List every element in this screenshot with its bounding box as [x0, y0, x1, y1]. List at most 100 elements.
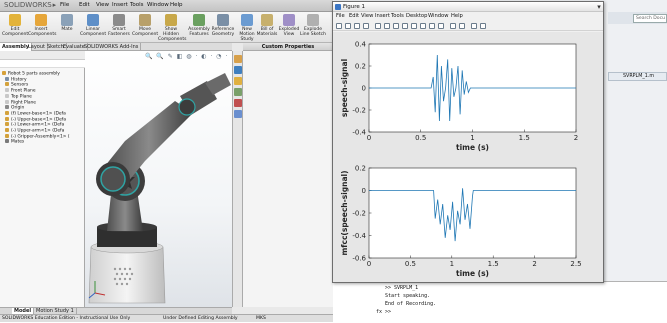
tab-assembly[interactable]: Assembly	[0, 43, 32, 51]
custom-properties-icon[interactable]	[234, 110, 242, 118]
tree-item[interactable]: (-) Gripper-Assembly<1> (	[5, 133, 70, 140]
hide-plot-tools-icon[interactable]	[471, 23, 477, 29]
new-figure-icon[interactable]	[336, 23, 342, 29]
command-window[interactable]: >> SVRPLM_1 Start speaking. End of Recor…	[333, 281, 667, 322]
menu-item-view[interactable]: View	[96, 2, 110, 8]
rotate-icon[interactable]	[411, 23, 417, 29]
part-icon	[5, 133, 9, 138]
robot-arm-model[interactable]	[85, 51, 232, 307]
documentation-search-input[interactable]: Search Docu	[633, 14, 667, 23]
command-manager-ribbon: Edit Component Insert Components Mate Linea…	[0, 12, 333, 43]
status-units[interactable]: MKS	[256, 316, 266, 321]
command-prompt[interactable]: fx >>	[376, 309, 392, 315]
close-icon[interactable]: ▾	[597, 3, 601, 11]
tab-layout[interactable]: Layout	[26, 43, 48, 51]
editor-file-tab[interactable]: SVRPLM_1.m	[608, 72, 667, 81]
ribbon-button[interactable]: Edit Component	[2, 14, 28, 42]
figure-menu-help[interactable]: Help	[451, 13, 463, 19]
linear-pattern-icon	[87, 14, 99, 26]
zoom-out-icon[interactable]	[393, 23, 399, 29]
resources-icon[interactable]	[234, 55, 242, 63]
pan-icon[interactable]	[402, 23, 408, 29]
insert-colorbar-icon[interactable]	[450, 23, 456, 29]
menu-item-insert[interactable]: Insert	[112, 2, 128, 8]
tab-motion-study-1[interactable]: Motion Study 1	[34, 308, 77, 315]
ribbon-button[interactable]: Move Component	[132, 14, 158, 42]
figure-menu-file[interactable]: File	[336, 13, 345, 19]
zoom-in-icon[interactable]	[384, 23, 390, 29]
link-plot-icon[interactable]	[438, 23, 444, 29]
ribbon-button-label: Edit Component	[2, 27, 29, 37]
tree-item[interactable]: Origin	[5, 105, 24, 111]
design-library-icon[interactable]	[234, 66, 242, 74]
y-axis-label: mfcc(speech-signal)	[340, 170, 349, 255]
tree-item[interactable]: Top Plane	[5, 93, 32, 100]
file-explorer-icon[interactable]	[234, 77, 242, 85]
brush-icon[interactable]	[429, 23, 435, 29]
open-file-icon[interactable]	[345, 23, 351, 29]
show-plot-tools-icon[interactable]	[480, 23, 486, 29]
ribbon-button[interactable]: Bill of Materials	[254, 14, 280, 42]
menu-item-edit[interactable]: Edit	[79, 2, 90, 8]
data-cursor-icon[interactable]	[420, 23, 426, 29]
smart-fasteners-icon	[113, 14, 125, 26]
graphics-viewport[interactable]: 🔍 🔍 ✎ ◧ ◍ · ◐ · ◔ ·	[85, 51, 232, 307]
figure-menu-window[interactable]: Window	[428, 13, 449, 19]
ribbon-button-label: Move Component	[132, 27, 159, 37]
part-icon	[5, 116, 9, 121]
tree-item[interactable]: (-) Upper-arm<1> (Defa	[5, 128, 64, 134]
ribbon-button[interactable]: Reference Geometry	[210, 14, 236, 42]
tree-item[interactable]: History	[5, 76, 27, 83]
tab-solidworks-add-ins[interactable]: SOLIDWORKS Add-Ins	[82, 43, 142, 51]
ribbon-button[interactable]: Smart Fasteners	[106, 14, 132, 42]
insert-legend-icon[interactable]	[459, 23, 465, 29]
solidworks-window: SOLIDWORKS▸ File Edit View Insert Tools Windo…	[0, 0, 333, 322]
tree-item[interactable]: (-) Upper-base<1> (Defa	[5, 116, 66, 123]
chart-2: 0 0.5 1 1.5 2 2.5 -0.6 -0.4 -0.2 0 0.2 time (s) mfcc…	[340, 164, 582, 278]
ribbon-button[interactable]: Linear Component	[80, 14, 106, 42]
menu-item-help[interactable]: Help	[170, 2, 183, 8]
ribbon-button[interactable]: Insert Components	[28, 14, 56, 42]
x-tick-label: 1.5	[519, 134, 530, 142]
ribbon-button[interactable]: Explode Line Sketch	[300, 14, 326, 42]
tree-item-label: Robot 5 parts assembly	[8, 71, 60, 77]
tab-model[interactable]: Model	[12, 308, 35, 315]
tree-item[interactable]: Sensors	[5, 82, 28, 88]
view-palette-icon[interactable]	[234, 88, 242, 96]
tab-evaluate[interactable]: Evaluate	[61, 43, 88, 51]
figure-menu-desktop[interactable]: Desktop	[406, 13, 428, 19]
figure-menu-view[interactable]: View	[361, 13, 374, 19]
menu-item-tools[interactable]: Tools	[130, 2, 144, 8]
tree-filter-input[interactable]	[0, 60, 85, 68]
tree-item[interactable]: Robot 5 parts assembly	[2, 71, 60, 77]
tab-sketch[interactable]: Sketch	[45, 43, 67, 51]
appearances-icon[interactable]	[234, 99, 242, 107]
menu-item-file[interactable]: File	[60, 2, 70, 8]
tree-item[interactable]: (-) Lower-arm<1> (Defa	[5, 122, 64, 128]
ribbon-button[interactable]: New Motion Study	[234, 14, 260, 42]
ribbon-button[interactable]: Exploded View	[276, 14, 302, 42]
ribbon-button[interactable]: Assembly Features	[186, 14, 212, 42]
tree-item[interactable]: Mates	[5, 139, 24, 145]
x-axis-label: time (s)	[456, 143, 489, 152]
sensors-icon	[5, 82, 9, 87]
figure-menu-edit[interactable]: Edit	[349, 13, 360, 19]
heads-up-view-toolbar[interactable]: 🔍 🔍 ✎ ◧ ◍ · ◐ · ◔ ·	[145, 53, 229, 60]
ribbon-button[interactable]: Show Hidden Components	[158, 14, 186, 42]
menu-item-window[interactable]: Window	[147, 2, 169, 8]
figure-menu-insert[interactable]: Insert	[375, 13, 390, 19]
tree-item[interactable]: (f) Lower-base<1> (Defa	[5, 110, 66, 117]
edit-plot-icon[interactable]	[375, 23, 381, 29]
print-icon[interactable]	[363, 23, 369, 29]
x-tick-label: 0.5	[405, 260, 416, 268]
plot-area[interactable]: 0 0.5 1 1.5 2 -0.4 -0.2 0 0.2 0.4 time (s) speech-s…	[333, 32, 603, 282]
status-mode: Editing Assembly	[198, 316, 238, 321]
y-tick-label: -0.6	[352, 254, 366, 262]
tree-item[interactable]: Right Plane	[5, 99, 36, 106]
save-icon[interactable]	[354, 23, 360, 29]
figure-menu-tools[interactable]: Tools	[391, 13, 404, 19]
ribbon-button[interactable]: Mate	[54, 14, 80, 42]
solidworks-logo[interactable]: SOLIDWORKS▸	[3, 1, 56, 9]
tree-item-label: Mates	[11, 139, 25, 145]
tree-item[interactable]: Front Plane	[5, 88, 36, 94]
